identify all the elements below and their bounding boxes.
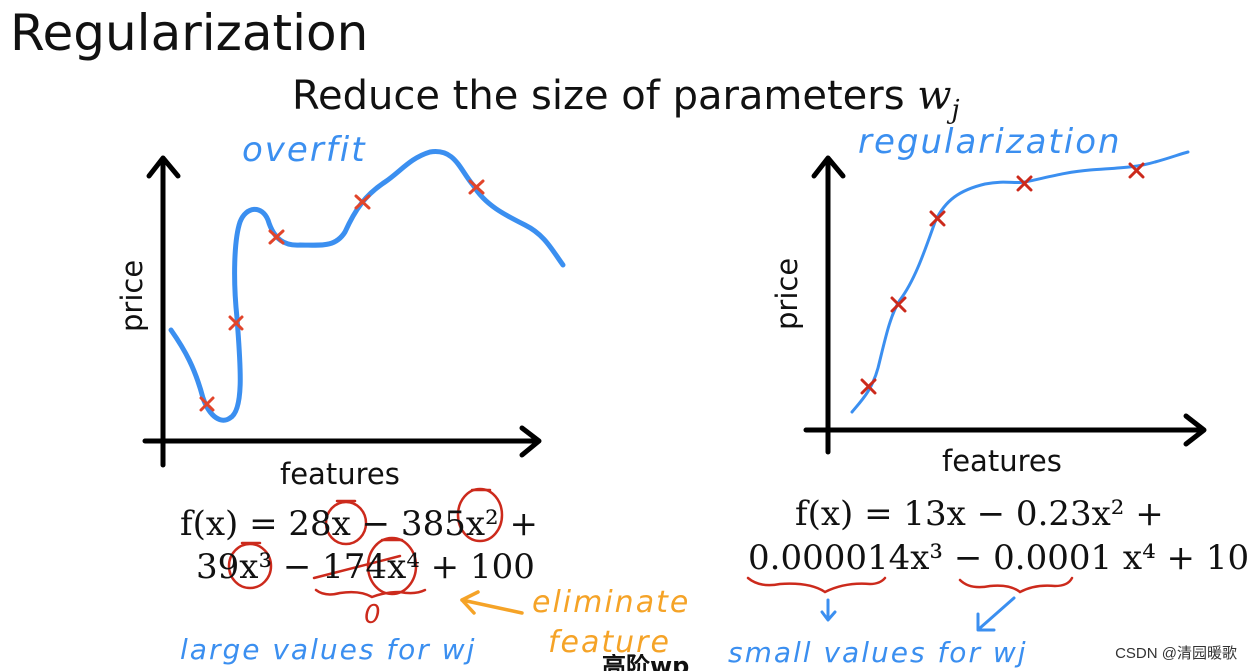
- zero-note: 0: [364, 600, 383, 630]
- regularization-annotation: regularization: [858, 122, 1122, 162]
- large-values-note: large values for wj: [180, 633, 477, 666]
- brace-under-coefficient: [746, 576, 887, 594]
- data-point-marker: [268, 229, 285, 245]
- left-equation-line2: 39x³ − 174x⁴ + 100: [196, 547, 535, 587]
- brace-under-coefficient: [958, 576, 1074, 594]
- feature-note: feature: [548, 625, 671, 660]
- left-ylabel: price: [115, 259, 149, 332]
- small-values-note: small values for wj: [728, 636, 1028, 669]
- data-point-marker: [890, 296, 907, 313]
- diagonal-arrow: [978, 596, 1016, 630]
- left-y-arrowhead: [146, 155, 181, 179]
- caption-fragment: 高阶wp: [602, 654, 690, 671]
- left-data-points: [199, 179, 485, 412]
- watermark: CSDN @清园暖歌: [1115, 645, 1237, 662]
- overfit-annotation: overfit: [242, 130, 367, 170]
- data-point-marker: [1016, 175, 1033, 192]
- right-axes: [803, 155, 1207, 455]
- red-annotations: [227, 487, 1074, 599]
- slide-subtitle: Reduce the size of parameters wj: [292, 70, 960, 136]
- right-x-arrowhead: [1183, 413, 1207, 447]
- regularized-curve: [850, 150, 1190, 414]
- left-equation-line1: f(x) = 28x − 385x² +: [180, 504, 538, 544]
- right-ylabel: price: [770, 257, 804, 330]
- data-point-marker: [929, 210, 946, 227]
- left-axes: [142, 155, 542, 468]
- data-point-marker: [468, 179, 485, 195]
- right-xlabel: features: [942, 444, 1062, 478]
- data-point-marker: [228, 315, 244, 331]
- left-x-arrowhead: [519, 425, 542, 458]
- data-point-marker: [199, 396, 215, 412]
- right-data-points: [860, 162, 1145, 395]
- overfit-curve: [168, 149, 566, 423]
- diagonal-arrowhead: [976, 612, 996, 632]
- data-point-marker: [860, 378, 877, 395]
- blue-arrows: [820, 596, 1016, 632]
- circle-x4: [366, 536, 418, 596]
- orange-arrow: [460, 590, 524, 615]
- subtitle-subscript: j: [951, 95, 960, 125]
- data-point-marker: [354, 194, 371, 210]
- subtitle-text: Reduce the size of parameters: [292, 73, 905, 119]
- right-equation-line1: f(x) = 13x − 0.23x² +: [795, 494, 1164, 534]
- strike-line: [312, 554, 402, 580]
- right-y-arrowhead: [811, 155, 846, 179]
- data-point-marker: [1128, 162, 1145, 179]
- eliminate-note: eliminate: [532, 585, 691, 620]
- down-arrowhead: [820, 610, 837, 622]
- brace-under-term: [314, 588, 427, 599]
- left-xlabel: features: [280, 457, 400, 491]
- slide-title: Regularization: [10, 4, 369, 62]
- right-equation-line2: 0.000014x³ − 0.0001 x⁴ + 10: [748, 538, 1250, 578]
- subtitle-variable: w: [917, 73, 952, 119]
